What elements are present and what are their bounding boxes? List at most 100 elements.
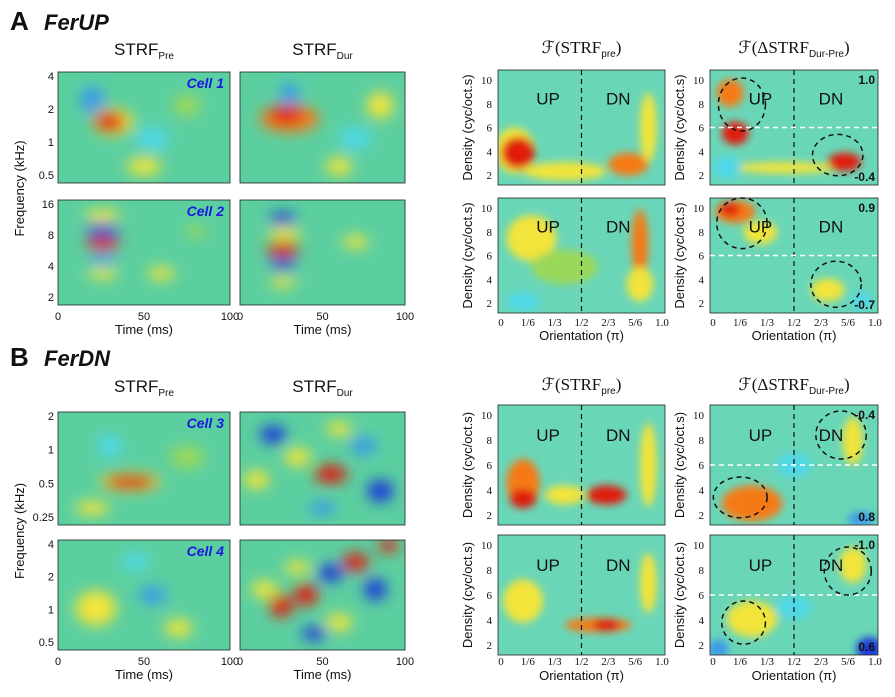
delta-top-label: 0.9 — [858, 201, 875, 215]
heatmap — [710, 535, 878, 655]
heatmap-blob — [309, 501, 336, 515]
dn-label: DN — [819, 556, 844, 575]
freq-tick-label: 4 — [48, 539, 54, 551]
heatmap-blob — [531, 249, 599, 285]
heatmap-blobs — [259, 83, 394, 176]
heatmap — [58, 412, 230, 525]
heatmap-blobs — [85, 209, 206, 280]
heatmap-blob — [325, 422, 353, 436]
orientation-tick-label: 1/3 — [760, 656, 775, 668]
heatmap-frame — [239, 71, 406, 184]
heatmap-blob — [639, 93, 657, 162]
density-tick-label: 6 — [487, 251, 493, 263]
density-tick-label: 10 — [481, 203, 493, 215]
heatmap-blob — [506, 215, 557, 262]
orientation-tick-label: 1.0 — [655, 656, 669, 668]
up-label: UP — [749, 218, 773, 237]
orientation-tick-label: 0 — [710, 656, 716, 668]
heatmap-blobs — [498, 93, 657, 181]
freq-tick-label: 2 — [48, 292, 54, 304]
density-tick-label: 10 — [481, 540, 493, 552]
heatmap-blobs — [80, 86, 201, 176]
panel-title: ℱ(STRFpre) — [542, 375, 622, 397]
density-tick-label: 10 — [693, 540, 705, 552]
orientation-tick-label: 5/6 — [628, 656, 643, 668]
orientation-tick-label: 1/2 — [574, 656, 588, 668]
heatmap-blob — [80, 86, 105, 114]
dn-label: DN — [819, 218, 844, 237]
orientation-tick-label: 5/6 — [841, 656, 856, 668]
heatmap-blob — [743, 221, 778, 244]
heatmap-blob — [259, 425, 287, 444]
density-axis-label: Density (cyc/oct.s) — [460, 74, 475, 180]
panel-title: STRFPre — [114, 40, 174, 62]
orientation-tick-label: 1/6 — [521, 656, 536, 668]
heatmap-blob — [85, 209, 120, 223]
heatmap-blob — [839, 547, 867, 583]
heatmap-blob — [342, 553, 369, 571]
dn-label: DN — [819, 426, 844, 445]
delta-top-label: -0.4 — [854, 408, 875, 422]
orientation-tick-label: 0 — [710, 317, 716, 329]
density-tick-label: 6 — [699, 590, 705, 602]
heatmap-blob — [126, 157, 162, 176]
heatmap-blobs — [506, 209, 654, 311]
heatmap-blob — [185, 225, 206, 238]
time-axis-label: Time (ms) — [115, 667, 173, 682]
title-text: ) — [616, 38, 622, 57]
orientation-tick-label: 2/3 — [601, 317, 616, 329]
heatmap-frame — [57, 71, 231, 184]
orientation-tick-label: 2/3 — [814, 656, 829, 668]
panel-title: ℱ(ΔSTRFDur-Pre) — [738, 38, 849, 60]
orientation-tick-label: 1.0 — [655, 317, 669, 329]
heatmap-frame — [239, 539, 406, 651]
title-subscript: Pre — [158, 51, 174, 62]
density-tick-label: 6 — [487, 590, 493, 602]
orientation-axis-label: Orientation (π) — [539, 328, 624, 343]
orientation-tick-label: 1/6 — [733, 656, 748, 668]
density-tick-label: 4 — [487, 485, 493, 497]
heatmap-frame — [239, 199, 406, 306]
freq-tick-label: 0.5 — [39, 478, 54, 490]
cell-label: Cell 4 — [187, 543, 225, 559]
heatmap-blob — [523, 162, 607, 181]
up-label: UP — [536, 90, 560, 109]
heatmap-blob — [608, 152, 649, 176]
heatmap-blobs — [266, 212, 369, 288]
highlight-circle — [717, 77, 767, 132]
cell-label: Cell 2 — [187, 203, 225, 219]
freq-tick-label: 2 — [48, 572, 54, 584]
density-tick-label: 2 — [699, 298, 705, 310]
title-subscript: Pre — [158, 388, 174, 399]
heatmap-blob — [243, 470, 270, 489]
dn-label: DN — [606, 426, 631, 445]
cell-label: Cell 1 — [187, 75, 225, 91]
heatmap — [240, 540, 405, 650]
title-subscript: Dur-Pre — [809, 49, 844, 60]
time-tick-label: 100 — [221, 311, 239, 323]
heatmap-blob — [269, 259, 297, 271]
density-tick-label: 8 — [699, 99, 705, 111]
dn-label: DN — [819, 90, 844, 109]
dn-label: DN — [606, 556, 631, 575]
heatmap-blob — [367, 91, 394, 119]
title-text: STRF — [114, 40, 158, 59]
density-tick-label: 8 — [699, 565, 705, 577]
heatmap-blob — [169, 445, 205, 469]
title-text: ) — [616, 375, 622, 394]
heatmap-blobs — [715, 200, 872, 311]
title-subscript: Dur — [337, 51, 354, 62]
heatmap-blob — [94, 111, 126, 132]
highlight-circle — [815, 410, 867, 460]
heatmap — [58, 72, 230, 183]
time-tick-label: 50 — [138, 311, 150, 323]
heatmap — [240, 200, 405, 305]
density-tick-label: 10 — [481, 75, 493, 87]
density-tick-label: 2 — [699, 640, 705, 652]
heatmap-blob — [294, 584, 318, 606]
density-tick-label: 4 — [699, 274, 705, 286]
heatmap-frame — [57, 539, 231, 651]
heatmap-blob — [75, 590, 117, 626]
freq-tick-label: 1 — [48, 445, 54, 457]
